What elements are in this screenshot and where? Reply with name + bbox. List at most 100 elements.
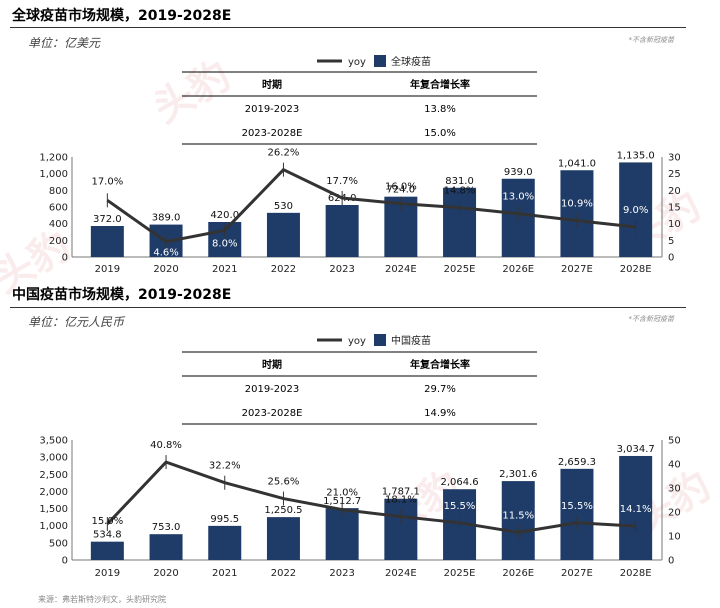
yoy-value-label: 15.5% xyxy=(444,501,476,512)
legend-label-bar: 全球疫苗 xyxy=(391,55,431,68)
x-tick-label: 2019 xyxy=(95,264,120,275)
y-left-tick-label: 1,000 xyxy=(39,521,68,532)
table-header-cagr: 年复合增长率 xyxy=(410,358,470,371)
bar xyxy=(384,498,418,560)
x-tick-label: 2026E xyxy=(502,568,534,579)
chart-title: 中国疫苗市场规模，2019-2028E xyxy=(12,287,232,303)
bar-value-label: 724.0 xyxy=(387,185,416,196)
bar-value-label: 1,041.0 xyxy=(558,158,596,169)
x-tick-label: 2022 xyxy=(271,568,296,579)
yoy-value-label: 32.2% xyxy=(209,461,241,472)
bar xyxy=(208,525,242,560)
bar-value-label: 831.0 xyxy=(445,176,474,187)
table-cell-period: 2023-2028E xyxy=(242,408,303,419)
x-tick-label: 2024E xyxy=(385,264,417,275)
y-right-tick-label: 20 xyxy=(668,508,681,519)
bar-value-label: 2,659.3 xyxy=(558,457,596,468)
table-cell-period: 2023-2028E xyxy=(242,128,303,139)
y-right-tick-label: 30 xyxy=(668,153,681,164)
table-header-cagr: 年复合增长率 xyxy=(410,78,470,91)
x-tick-label: 2020 xyxy=(153,568,178,579)
yoy-line xyxy=(106,460,636,534)
bar xyxy=(560,170,594,257)
yoy-value-label: 25.6% xyxy=(268,477,300,488)
yoy-value-label: 9.0% xyxy=(623,205,648,216)
bar-value-label: 372.0 xyxy=(93,214,122,225)
y-left-tick-label: 0 xyxy=(62,556,68,567)
x-tick-label: 2020 xyxy=(153,264,178,275)
bar-value-label: 2,064.6 xyxy=(440,477,478,488)
bar-value-label: 753.0 xyxy=(152,522,181,533)
bar-value-label: 995.5 xyxy=(210,514,239,525)
bar xyxy=(325,205,359,257)
bar-value-label: 3,034.7 xyxy=(617,444,655,455)
x-tick-label: 2023 xyxy=(329,568,354,579)
x-tick-label: 2024E xyxy=(385,568,417,579)
legend-bar-swatch xyxy=(374,55,386,67)
x-tick-label: 2019 xyxy=(95,568,120,579)
bar xyxy=(619,455,653,560)
yoy-value-label: 14.8% xyxy=(444,186,476,197)
title-rule xyxy=(10,27,686,28)
yoy-value-label: 10.9% xyxy=(561,199,593,210)
x-tick-label: 2022 xyxy=(271,264,296,275)
bar-value-label: 1,512.7 xyxy=(323,496,361,507)
y-right-tick-label: 20 xyxy=(668,186,681,197)
y-right-tick-label: 0 xyxy=(668,253,674,264)
bar xyxy=(325,508,359,560)
bar xyxy=(149,534,183,560)
x-tick-label: 2025E xyxy=(444,568,476,579)
y-right-tick-label: 40 xyxy=(668,460,681,471)
y-right-tick-label: 10 xyxy=(668,532,681,543)
bar-value-label: 939.0 xyxy=(504,167,533,178)
table-cell-period: 2019-2023 xyxy=(245,384,300,395)
y-right-tick-label: 25 xyxy=(668,169,681,180)
bar-value-label: 530 xyxy=(274,201,293,212)
yoy-value-label: 17.7% xyxy=(326,176,358,187)
yoy-line xyxy=(106,167,636,244)
bar xyxy=(560,468,594,560)
table-cell-cagr: 15.0% xyxy=(424,128,456,139)
y-left-tick-label: 1,500 xyxy=(39,504,68,515)
x-tick-label: 2028E xyxy=(620,264,652,275)
legend-label-yoy: yoy xyxy=(348,336,366,347)
yoy-value-label: 11.5% xyxy=(502,510,534,521)
yoy-value-label: 15.5% xyxy=(561,501,593,512)
y-left-tick-label: 3,500 xyxy=(39,436,68,447)
bar-value-label: 1,135.0 xyxy=(617,150,655,161)
yoy-value-label: 21.0% xyxy=(326,488,358,499)
bar xyxy=(90,226,124,257)
yoy-value-label: 16.0% xyxy=(385,182,417,193)
y-left-tick-label: 3,000 xyxy=(39,453,68,464)
x-tick-label: 2027E xyxy=(561,264,593,275)
y-right-tick-label: 0 xyxy=(668,556,674,567)
x-tick-label: 2025E xyxy=(444,264,476,275)
yoy-value-label: 18.1% xyxy=(385,495,417,506)
chart-title: 全球疫苗市场规模，2019-2028E xyxy=(12,8,232,24)
footnote: *不含新冠疫苗 xyxy=(628,315,675,323)
bar-value-label: 389.0 xyxy=(152,213,181,224)
bar-value-label: 534.8 xyxy=(93,530,122,541)
bar-value-label: 1,250.5 xyxy=(264,505,302,516)
unit-label: 单位：亿美元 xyxy=(28,36,101,50)
y-left-tick-label: 1,200 xyxy=(39,153,68,164)
bar xyxy=(619,162,653,257)
bar-value-label: 1,787.1 xyxy=(382,487,420,498)
table-header-period: 时期 xyxy=(262,78,282,91)
x-tick-label: 2021 xyxy=(212,568,237,579)
bar-value-label: 420.0 xyxy=(210,210,239,221)
yoy-value-label: 14.1% xyxy=(620,504,652,515)
yoy-value-label: 17.0% xyxy=(91,176,123,187)
y-left-tick-label: 1,000 xyxy=(39,169,68,180)
yoy-value-label: 4.6% xyxy=(153,248,178,259)
yoy-value-label: 15.0% xyxy=(91,516,123,527)
table-cell-cagr: 13.8% xyxy=(424,104,456,115)
y-left-tick-label: 600 xyxy=(49,203,68,214)
footnote: *不含新冠疫苗 xyxy=(628,36,675,44)
y-right-tick-label: 15 xyxy=(668,203,681,214)
x-tick-label: 2028E xyxy=(620,568,652,579)
x-tick-label: 2023 xyxy=(329,264,354,275)
legend-label-bar: 中国疫苗 xyxy=(391,334,431,347)
y-left-tick-label: 2,000 xyxy=(39,487,68,498)
